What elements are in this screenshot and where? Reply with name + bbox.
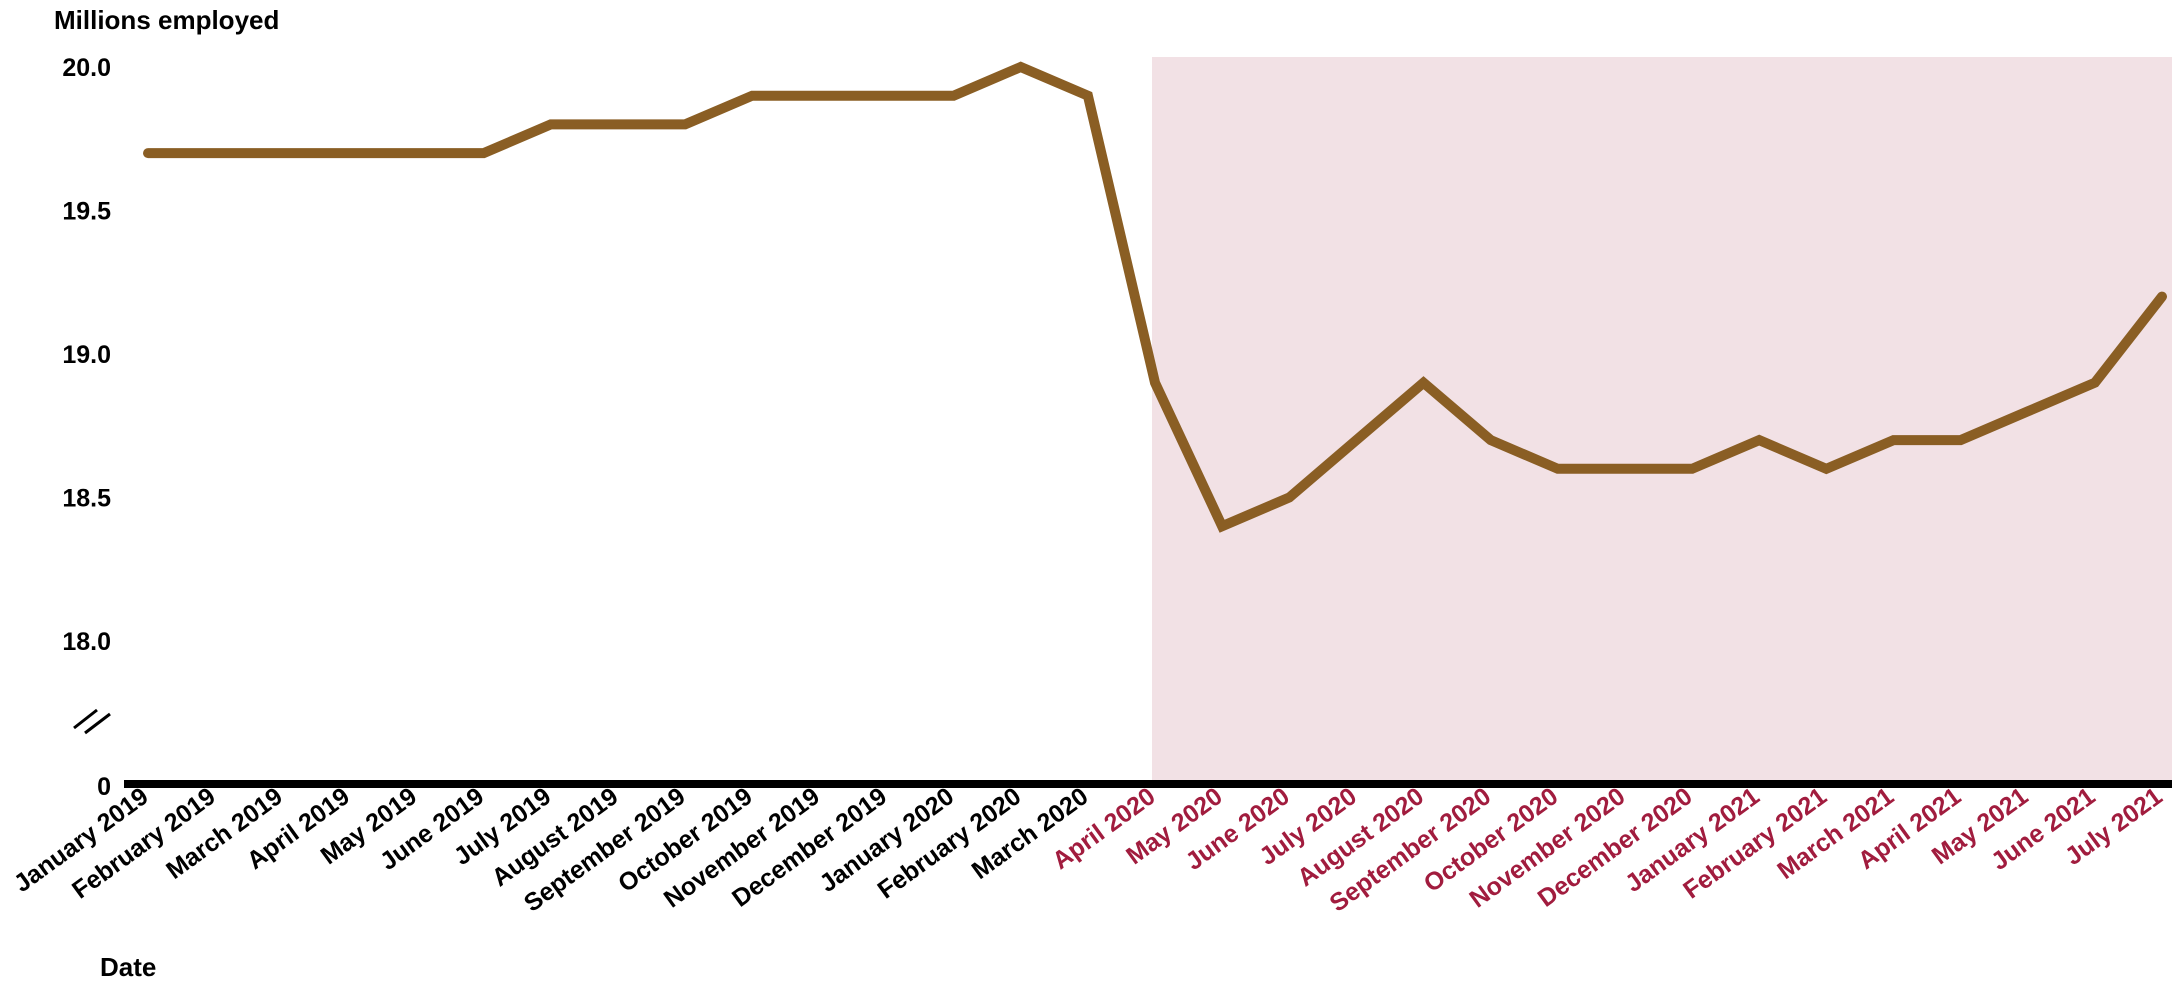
x-axis-label: Date — [100, 952, 156, 981]
y-tick-label: 20.0 — [62, 54, 111, 82]
y-tick-label: 18.0 — [62, 628, 111, 656]
y-tick-label-zero: 0 — [97, 773, 111, 801]
series-line — [143, 61, 2167, 533]
y-tick-label: 19.5 — [62, 198, 111, 226]
axis-break-marker — [73, 708, 111, 735]
y-tick-label: 18.5 — [62, 485, 111, 513]
y-tick-label: 19.0 — [62, 341, 111, 369]
y-axis-label: Millions employed — [54, 5, 279, 35]
